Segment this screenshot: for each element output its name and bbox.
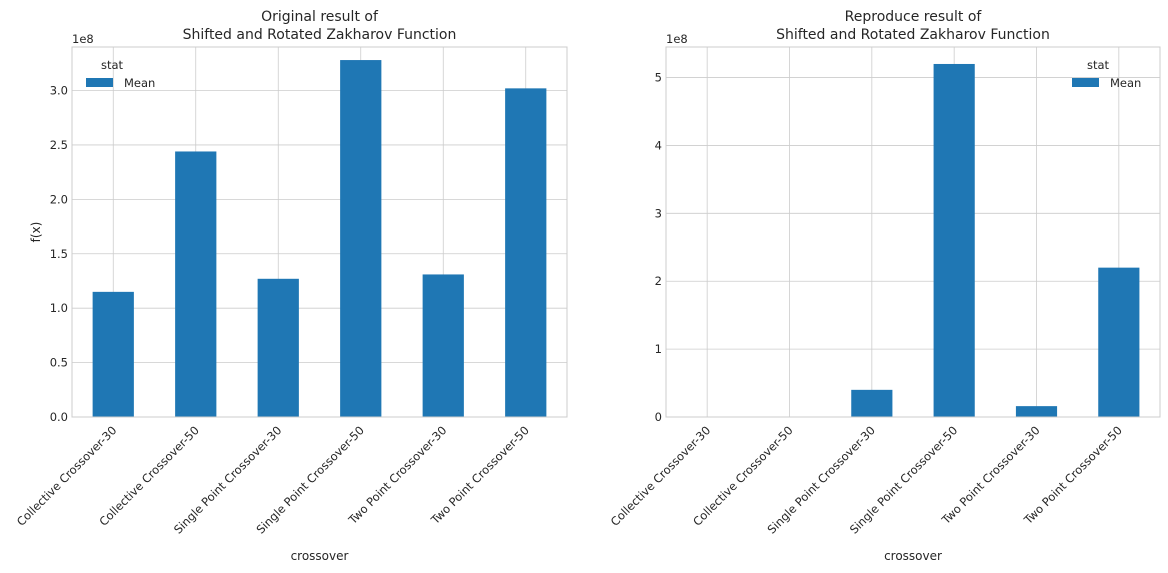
bar (1015, 406, 1058, 417)
bar (340, 60, 382, 417)
x-axis-label: crossover (884, 549, 942, 563)
axes-frame (665, 46, 1161, 418)
y-tick-label: 1 (655, 342, 662, 356)
legend-swatch (86, 78, 113, 87)
bar (1098, 267, 1140, 417)
y-tick-label: 0.0 (50, 410, 68, 424)
legend-title: stat (101, 58, 124, 72)
bar (422, 274, 464, 417)
y-tick-label: 3.0 (50, 84, 68, 98)
y-tick-label: 5 (655, 71, 662, 85)
y-axis-label: f(x) (29, 222, 43, 243)
y-offset-label: 1e8 (72, 32, 94, 46)
y-tick-label: 2 (655, 274, 662, 288)
y-tick-label: 1.0 (50, 301, 68, 315)
y-tick-label: 4 (655, 138, 662, 152)
chart-title-line2: Shifted and Rotated Zakharov Function (776, 27, 1050, 43)
legend-label: Mean (124, 76, 155, 90)
y-offset-label: 1e8 (666, 32, 688, 46)
y-tick-label: 3 (655, 206, 662, 220)
bar (257, 278, 299, 417)
y-tick-label: 2.5 (50, 138, 68, 152)
y-tick-label: 2.0 (50, 192, 68, 206)
bar (933, 63, 975, 418)
axes-frame (71, 46, 568, 418)
bar (92, 291, 134, 417)
y-tick-label: 1.5 (50, 247, 68, 261)
chart-title-line2: Shifted and Rotated Zakharov Function (183, 27, 457, 43)
x-axis-label: crossover (291, 549, 349, 563)
chart-title-line1: Reproduce result of (845, 9, 983, 25)
legend-title: stat (1087, 58, 1110, 72)
bar (175, 151, 217, 417)
legend-label: Mean (1110, 76, 1141, 90)
y-tick-label: 0 (655, 410, 662, 424)
bar (851, 389, 893, 417)
legend-swatch (1072, 78, 1099, 87)
bar (505, 88, 547, 418)
chart-title-line1: Original result of (261, 9, 379, 25)
y-tick-label: 0.5 (50, 356, 68, 370)
